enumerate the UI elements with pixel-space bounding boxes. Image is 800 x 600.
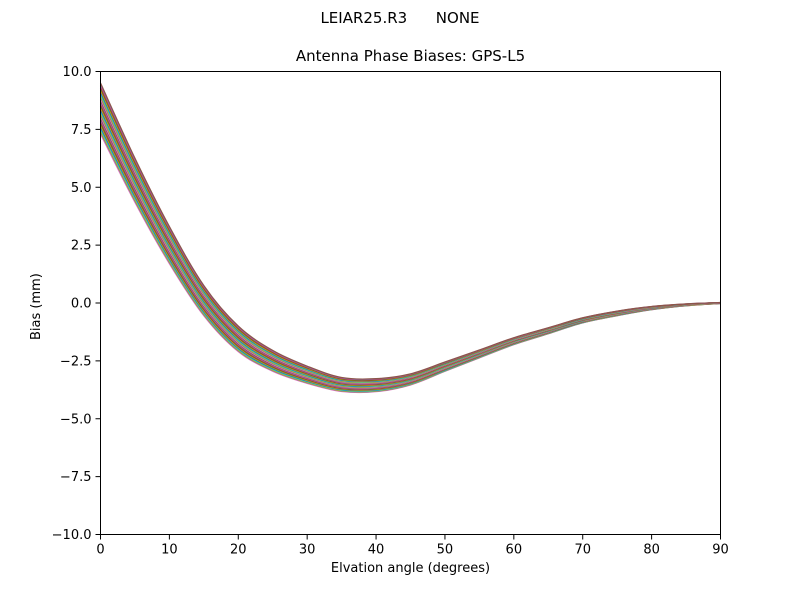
chart-title: Antenna Phase Biases: GPS-L5 — [295, 47, 526, 65]
bias-line — [99, 82, 721, 380]
bias-line — [99, 98, 721, 384]
y-tick-label: −2.5 — [60, 354, 92, 369]
bias-line — [99, 110, 721, 388]
bias-line — [99, 107, 721, 387]
bias-line — [99, 89, 721, 382]
x-tick-label: 20 — [230, 543, 247, 558]
bias-line — [99, 109, 721, 387]
bias-line — [99, 105, 721, 386]
bias-line — [99, 88, 721, 382]
bias-line — [99, 91, 721, 383]
bias-line — [99, 117, 721, 389]
y-axis-label: Bias (mm) — [29, 273, 44, 340]
y-tick-label: 7.5 — [71, 123, 92, 138]
bias-line — [99, 133, 721, 394]
bias-line — [99, 86, 721, 381]
y-tick-label: 10.0 — [63, 65, 92, 80]
x-tick-label: 0 — [96, 543, 104, 558]
y-tick-label: −10.0 — [52, 528, 92, 543]
bias-line — [99, 84, 721, 381]
bias-line — [99, 131, 721, 393]
x-tick-label: 90 — [712, 543, 729, 558]
bias-line — [99, 128, 721, 392]
y-tick-label: 5.0 — [71, 181, 92, 196]
bias-line — [99, 96, 721, 384]
y-tick-label: −7.5 — [60, 470, 92, 485]
bias-line — [99, 103, 721, 386]
x-tick-label: 10 — [161, 543, 178, 558]
bias-line — [99, 121, 721, 390]
bias-line — [99, 102, 721, 385]
bias-line — [99, 123, 721, 391]
bias-line — [99, 124, 721, 391]
bias-line — [99, 130, 721, 393]
plot-border — [100, 71, 721, 535]
bias-line — [99, 114, 721, 389]
x-tick-label: 30 — [299, 543, 316, 558]
y-tick-label: 2.5 — [71, 239, 92, 254]
y-tick-label: −5.0 — [60, 412, 92, 427]
bias-line — [99, 100, 721, 385]
bias-line — [99, 95, 721, 384]
bias-line — [99, 119, 721, 390]
bias-line — [99, 93, 721, 383]
bias-line — [99, 112, 721, 388]
x-tick-label: 40 — [368, 543, 385, 558]
bias-line — [99, 126, 721, 392]
x-tick-label: 80 — [643, 543, 660, 558]
x-tick-label: 50 — [437, 543, 454, 558]
x-axis-label: Elvation angle (degrees) — [330, 561, 491, 576]
x-tick-label: 70 — [574, 543, 591, 558]
y-tick-label: 0.0 — [71, 297, 92, 312]
figure-suptitle: LEIAR25.R3 NONE — [320, 9, 480, 27]
x-tick-label: 60 — [506, 543, 523, 558]
bias-line — [99, 116, 721, 389]
